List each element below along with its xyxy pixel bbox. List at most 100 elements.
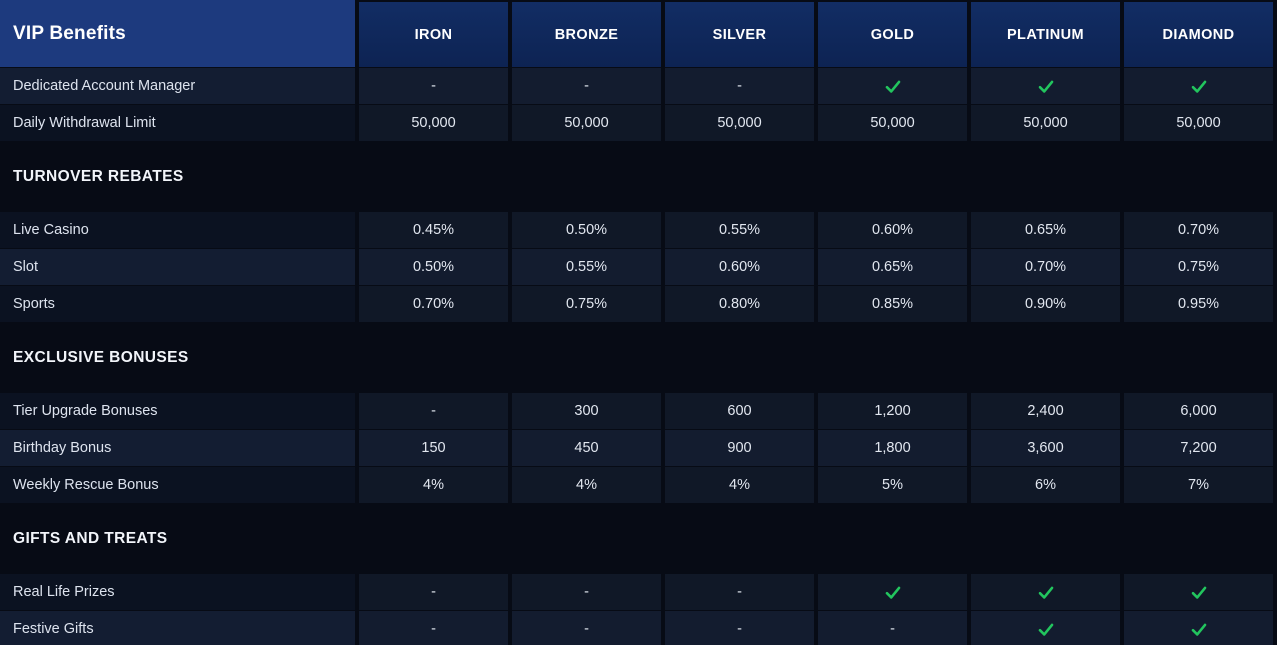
row-value-cell: 0.80%	[665, 286, 814, 322]
row-value-cell: -	[512, 68, 661, 104]
row-value-cell: 6%	[971, 467, 1120, 503]
row-value-cell: 0.95%	[1124, 286, 1273, 322]
row-label: Live Casino	[0, 212, 355, 248]
row-value-cell: 0.90%	[971, 286, 1120, 322]
row-value-cell: 4%	[512, 467, 661, 503]
table-row: Weekly Rescue Bonus 4% 4% 4% 5% 6% 7%	[0, 467, 1273, 503]
row-value-cell: 3,600	[971, 430, 1120, 466]
row-value-cell: -	[665, 574, 814, 610]
tier-header-bronze: BRONZE	[512, 2, 661, 67]
section-heading-gifts-and-treats: GIFTS AND TREATS	[13, 530, 168, 547]
table-row: Birthday Bonus 150 450 900 1,800 3,600 7,200	[0, 430, 1273, 466]
row-label: Sports	[0, 286, 355, 322]
row-value-cell: 50,000	[359, 105, 508, 141]
row-value-cell: 0.70%	[1124, 212, 1273, 248]
table-row: Tier Upgrade Bonuses -300 600 1,200 2,400 6,0…	[0, 393, 1273, 429]
table-row: Real Life Prizes - - -	[0, 574, 1273, 610]
row-value-cell: 7,200	[1124, 430, 1273, 466]
check-icon	[1188, 584, 1210, 601]
check-icon	[1188, 78, 1210, 95]
row-value-cell: 4%	[665, 467, 814, 503]
check-icon	[1035, 584, 1057, 601]
row-label: Slot	[0, 249, 355, 285]
row-value-cell: 5%	[818, 467, 967, 503]
check-icon	[1035, 78, 1057, 95]
row-value-cell: 0.60%	[665, 249, 814, 285]
row-value-cell: 50,000	[971, 105, 1120, 141]
row-value-cell: 450	[512, 430, 661, 466]
row-value-cell: 900	[665, 430, 814, 466]
row-value-cell: 1,200	[818, 393, 967, 429]
row-value-cell: -	[359, 574, 508, 610]
check-icon	[1188, 621, 1210, 638]
row-value-cell: 0.65%	[971, 212, 1120, 248]
row-value-cell: 6,000	[1124, 393, 1273, 429]
row-label: Real Life Prizes	[0, 574, 355, 610]
table-row: Daily Withdrawal Limit 50,000 50,000 50,000…	[0, 105, 1273, 141]
row-value-cell	[971, 68, 1120, 104]
row-label: Dedicated Account Manager	[0, 68, 355, 104]
tier-header-iron: IRON	[359, 2, 508, 67]
row-value-cell: 0.65%	[818, 249, 967, 285]
section-heading-turnover-rebates: TURNOVER REBATES	[13, 168, 184, 185]
row-value-cell: 0.50%	[512, 212, 661, 248]
row-value-cell: -	[818, 611, 967, 645]
row-label: Weekly Rescue Bonus	[0, 467, 355, 503]
row-value-cell: -	[665, 68, 814, 104]
row-value-cell: 0.70%	[971, 249, 1120, 285]
row-value-cell: 0.45%	[359, 212, 508, 248]
row-value-cell	[818, 574, 967, 610]
row-value-cell: 0.55%	[512, 249, 661, 285]
row-value-cell: -	[359, 68, 508, 104]
row-value-cell: 0.60%	[818, 212, 967, 248]
row-value-cell: -	[665, 611, 814, 645]
section-heading-exclusive-bonuses: EXCLUSIVE BONUSES	[13, 349, 189, 366]
row-value-cell: 4%	[359, 467, 508, 503]
row-value-cell	[1124, 574, 1273, 610]
row-value-cell: 0.75%	[512, 286, 661, 322]
row-value-cell: 150	[359, 430, 508, 466]
row-label: Birthday Bonus	[0, 430, 355, 466]
row-value-cell: -	[512, 611, 661, 645]
row-value-cell	[971, 574, 1120, 610]
row-label: Tier Upgrade Bonuses	[0, 393, 355, 429]
row-label: Festive Gifts	[0, 611, 355, 645]
page-title: VIP Benefits	[0, 0, 355, 67]
row-value-cell	[1124, 68, 1273, 104]
row-value-cell	[818, 68, 967, 104]
row-value-cell: 1,800	[818, 430, 967, 466]
row-value-cell: 50,000	[1124, 105, 1273, 141]
row-value-cell	[971, 611, 1120, 645]
row-value-cell: 7%	[1124, 467, 1273, 503]
row-value-cell: 300	[512, 393, 661, 429]
row-value-cell: 0.50%	[359, 249, 508, 285]
row-value-cell: 0.75%	[1124, 249, 1273, 285]
tier-header-platinum: PLATINUM	[971, 2, 1120, 67]
check-icon	[882, 78, 904, 95]
row-value-cell: -	[359, 611, 508, 645]
row-value-cell: 50,000	[665, 105, 814, 141]
tier-header-diamond: DIAMOND	[1124, 2, 1273, 67]
table-body: Dedicated Account Manager - - - Daily Withdr…	[0, 68, 1273, 645]
row-value-cell: 50,000	[818, 105, 967, 141]
row-value-cell: 50,000	[512, 105, 661, 141]
row-value-cell	[1124, 611, 1273, 645]
table-row: Slot 0.50% 0.55% 0.60% 0.65% 0.70% 0.75%	[0, 249, 1273, 285]
row-value-cell: 0.70%	[359, 286, 508, 322]
row-label: Daily Withdrawal Limit	[0, 105, 355, 141]
check-icon	[1035, 621, 1057, 638]
check-icon	[882, 584, 904, 601]
tier-header-gold: GOLD	[818, 2, 967, 67]
row-value-cell: 0.85%	[818, 286, 967, 322]
row-value-cell: 0.55%	[665, 212, 814, 248]
table-row: Sports 0.70% 0.75% 0.80% 0.85% 0.90% 0.95%	[0, 286, 1273, 322]
row-value-cell: 600	[665, 393, 814, 429]
row-value-cell: -	[512, 574, 661, 610]
table-row: Dedicated Account Manager - - -	[0, 68, 1273, 104]
row-value-cell: -	[359, 393, 508, 429]
table-header-row: VIP Benefits IRON BRONZE SILVER GOLD PLATINU…	[0, 0, 1273, 67]
table-row: Live Casino 0.45% 0.50% 0.55% 0.60% 0.65% 0.70…	[0, 212, 1273, 248]
row-value-cell: 2,400	[971, 393, 1120, 429]
table-row: Festive Gifts - - - -	[0, 611, 1273, 645]
